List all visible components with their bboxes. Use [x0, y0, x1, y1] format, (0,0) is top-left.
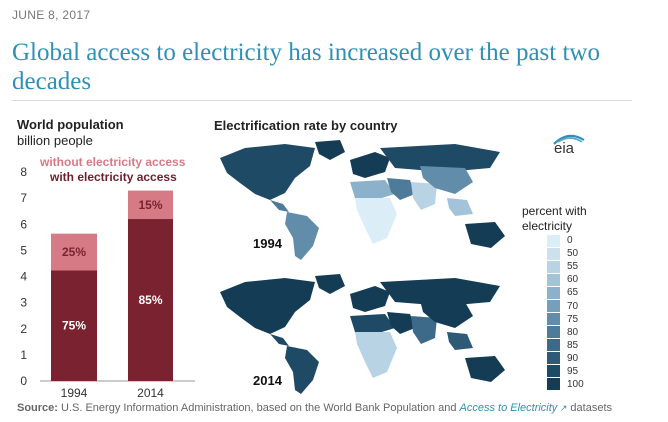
central-america: [270, 200, 289, 212]
color-scale-title-line2: electricity: [522, 219, 573, 233]
color-scale-title: percent with electricity: [522, 204, 587, 234]
central-america: [270, 334, 289, 346]
bar-1994-without-access: [51, 233, 97, 271]
scale-swatch-90: [547, 352, 560, 364]
scale-label-0: 0: [567, 235, 573, 246]
scale-swatch-95: [547, 365, 560, 377]
legend-with-access: with electricity access: [50, 170, 177, 184]
scale-label-70: 70: [567, 300, 579, 312]
china: [420, 166, 473, 194]
scale-swatch-85: [547, 339, 560, 351]
scale-swatch-75: [547, 313, 560, 325]
scale-label-50: 50: [567, 248, 579, 260]
australia: [465, 222, 505, 248]
bar-label-1994-without-access: 25%: [62, 245, 86, 259]
south-asia: [411, 316, 437, 344]
africa-north: [350, 180, 395, 200]
scale-swatch-60: [547, 274, 560, 286]
scale-label-65: 65: [567, 287, 579, 299]
south-asia: [411, 182, 437, 210]
scale-label-90: 90: [567, 352, 579, 364]
y-tick-label-5: 5: [20, 243, 27, 257]
population-chart-unit: billion people: [17, 133, 93, 148]
scale-label-75: 75: [567, 313, 579, 325]
y-tick-label-8: 8: [20, 165, 27, 179]
scale-swatch-65: [547, 287, 560, 299]
color-scale-title-line1: percent with: [522, 204, 587, 218]
source-suffix: datasets: [567, 402, 612, 414]
scale-label-60: 60: [567, 274, 579, 286]
map-year-2014: 2014: [253, 373, 282, 388]
bar-label-1994-with-access: 75%: [62, 319, 86, 333]
access-to-electricity-link[interactable]: Access to Electricity: [459, 402, 558, 414]
population-bar-chart: 0 1 2 3 4 5 6 7 8 75% 25% 1994 85% 15% 2014: [20, 165, 195, 400]
eia-logo: eia: [554, 140, 575, 157]
headline: Global access to electricity has increas…: [12, 39, 600, 95]
africa-sub: [355, 332, 397, 378]
africa-north: [350, 314, 395, 334]
scale-swatch-0: [547, 235, 560, 247]
greenland: [315, 274, 345, 294]
map-countries-1994: [220, 140, 505, 260]
middle-east: [387, 178, 415, 200]
south-america: [285, 346, 319, 394]
southeast-asia: [447, 332, 473, 350]
scale-label-95: 95: [567, 366, 579, 377]
scale-label-55: 55: [567, 261, 579, 273]
map-panel-title: Electrification rate by country: [214, 118, 398, 133]
world-map-2014: [215, 272, 515, 397]
x-tick-label-2014: 2014: [137, 386, 164, 400]
population-chart-title: World population: [17, 117, 124, 132]
greenland: [315, 140, 345, 160]
europe: [350, 152, 390, 178]
russia: [380, 144, 500, 172]
north-america: [220, 144, 315, 200]
y-tick-label-2: 2: [20, 322, 27, 336]
world-map-1994: [215, 138, 515, 263]
article-date: JUNE 8, 2017: [12, 8, 91, 22]
scale-label-100: 100: [567, 379, 584, 391]
eia-logo-icon: [553, 134, 585, 145]
y-tick-label-7: 7: [20, 191, 27, 205]
color-scale: [547, 235, 560, 391]
source-text: U.S. Energy Information Administration, …: [57, 402, 460, 414]
south-america: [285, 212, 319, 260]
middle-east: [387, 312, 415, 334]
y-tick-label-6: 6: [20, 217, 27, 231]
bar-2014-with-access: [128, 219, 173, 381]
divider: [12, 100, 632, 101]
north-america: [220, 278, 315, 334]
bar-label-2014-without-access: 15%: [138, 198, 162, 212]
bar-1994-with-access: [51, 270, 97, 381]
australia: [465, 356, 505, 382]
y-tick-label-4: 4: [20, 270, 27, 284]
scale-label-80: 80: [567, 326, 579, 338]
southeast-asia: [447, 198, 473, 216]
scale-label-85: 85: [567, 339, 579, 351]
legend-without-access: without electricity access: [40, 155, 186, 169]
bar-2014-without-access: [128, 190, 173, 220]
africa-sub: [355, 198, 397, 244]
china: [420, 300, 473, 328]
scale-swatch-100: [547, 378, 560, 390]
y-tick-label-0: 0: [20, 374, 27, 388]
source-label: Source:: [17, 402, 58, 414]
map-year-1994: 1994: [253, 236, 282, 251]
map-countries-2014: [220, 274, 505, 394]
europe: [350, 286, 390, 312]
external-link-icon[interactable]: ↗: [557, 403, 568, 413]
y-tick-label-3: 3: [20, 296, 27, 310]
russia: [380, 278, 500, 306]
scale-swatch-50: [547, 248, 560, 260]
scale-swatch-70: [547, 300, 560, 312]
y-tick-label-1: 1: [20, 348, 27, 362]
source-note: Source: U.S. Energy Information Administ…: [17, 402, 612, 414]
bar-label-2014-with-access: 85%: [138, 293, 162, 307]
scale-swatch-80: [547, 326, 560, 338]
x-tick-label-1994: 1994: [61, 386, 88, 400]
scale-swatch-55: [547, 261, 560, 273]
